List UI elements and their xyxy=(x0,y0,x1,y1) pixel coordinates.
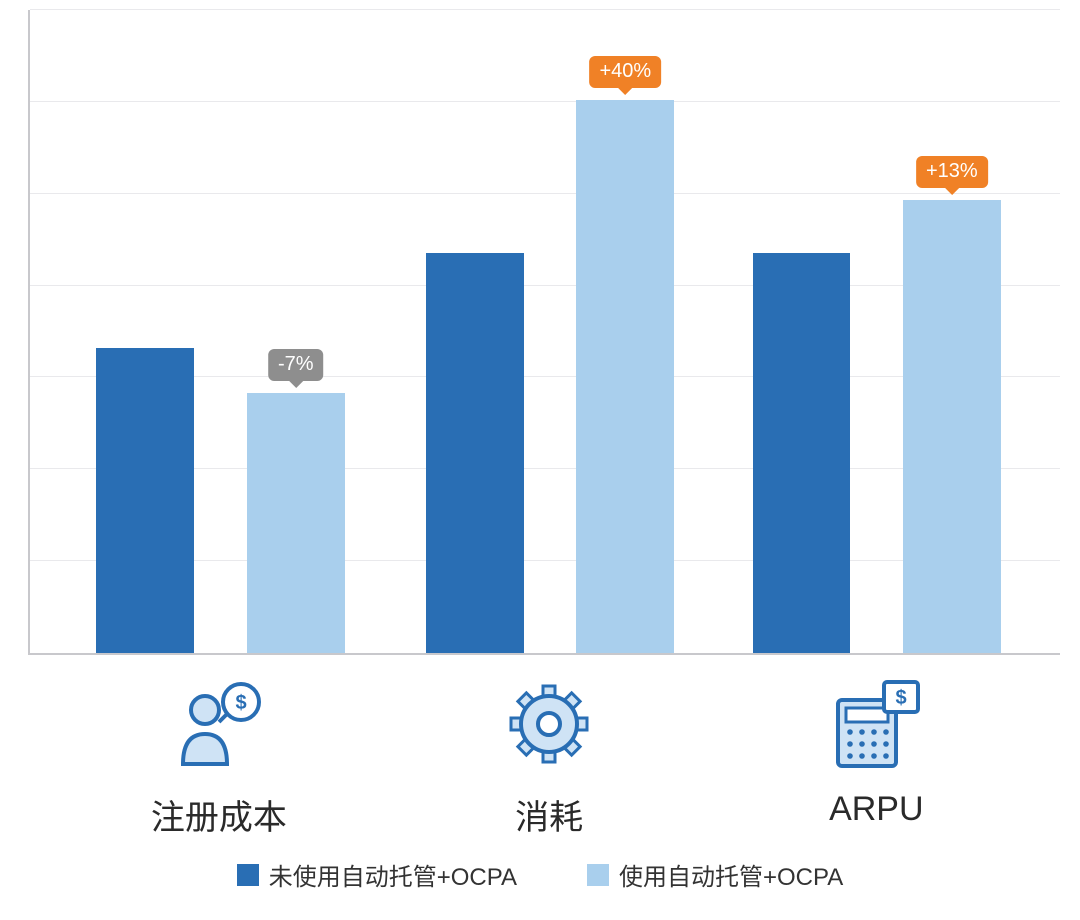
legend-item-series-0: 未使用自动托管+OCPA xyxy=(237,857,517,892)
change-badge: +40% xyxy=(589,56,661,88)
bar xyxy=(247,393,345,653)
legend: 未使用自动托管+OCPA 使用自动托管+OCPA xyxy=(0,857,1080,892)
bar xyxy=(903,200,1001,653)
gear-icon xyxy=(499,674,599,774)
x-axis-labels: $ 注册成本 消耗 $ ARPU xyxy=(28,660,1060,850)
person-cost-icon: $ xyxy=(169,674,269,774)
legend-swatch-1 xyxy=(587,864,609,886)
bar xyxy=(426,253,524,653)
category-label: ARPU xyxy=(829,790,923,829)
bars-layer: -7% +40% +13% xyxy=(30,10,1060,653)
category-label-group: $ ARPU xyxy=(826,660,926,829)
bar xyxy=(96,348,194,653)
category-label: 消耗 xyxy=(515,790,583,839)
svg-text:$: $ xyxy=(235,692,246,714)
change-badge: -7% xyxy=(268,349,324,381)
svg-text:$: $ xyxy=(896,687,907,709)
comparison-bar-chart: -7% +40% +13% $ 注册成本 消耗 $ ARPU 未使用自动托管+OCPA 使用… xyxy=(0,0,1080,920)
plot-area: -7% +40% +13% xyxy=(28,10,1060,655)
legend-label-1: 使用自动托管+OCPA xyxy=(619,857,843,892)
category-label-group: $ 注册成本 xyxy=(151,660,287,839)
category-label-group: 消耗 xyxy=(499,660,599,839)
bar xyxy=(576,100,674,653)
calculator-cost-icon: $ xyxy=(826,674,926,774)
category-label: 注册成本 xyxy=(151,790,287,839)
bar xyxy=(753,253,851,653)
legend-item-series-1: 使用自动托管+OCPA xyxy=(587,857,843,892)
change-badge: +13% xyxy=(916,156,988,188)
legend-label-0: 未使用自动托管+OCPA xyxy=(269,857,517,892)
legend-swatch-0 xyxy=(237,864,259,886)
